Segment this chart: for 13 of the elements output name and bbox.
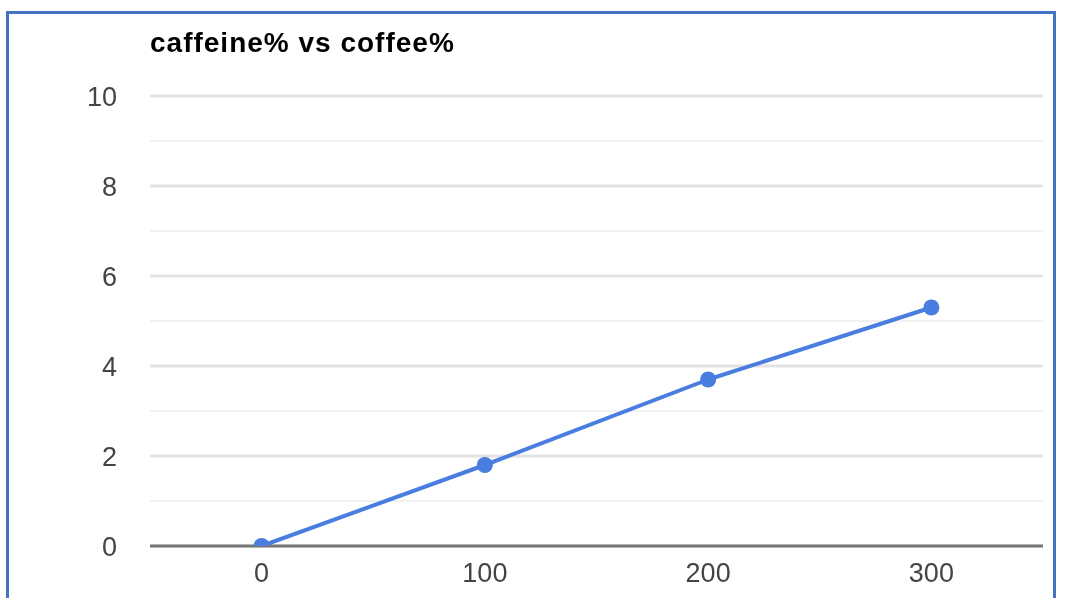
- y-tick-label: 6: [101, 261, 117, 292]
- x-tick-label: 100: [462, 558, 508, 589]
- x-tick-label: 0: [254, 558, 270, 589]
- y-tick-label: 8: [101, 171, 117, 202]
- point: [923, 299, 940, 316]
- y-tick-label: 0: [101, 531, 117, 562]
- chart-title: caffeine% vs coffee%: [150, 27, 455, 58]
- x-tick-label: 200: [685, 558, 731, 589]
- y-tick-label: 4: [101, 351, 117, 382]
- y-tick-label: 10: [86, 81, 117, 112]
- point: [700, 371, 717, 388]
- x-tick-label: 300: [908, 558, 954, 589]
- y-tick-label: 2: [101, 441, 117, 472]
